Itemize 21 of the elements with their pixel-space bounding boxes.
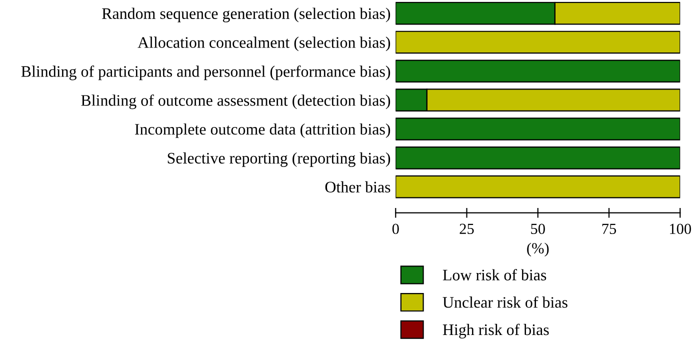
bar: [396, 118, 680, 140]
y-tick-label: Incomplete outcome data (attrition bias): [134, 123, 390, 138]
bar: [396, 146, 680, 170]
x-tick-label: 25: [460, 224, 474, 234]
x-tick-label: 100: [670, 224, 692, 234]
bar: [396, 175, 680, 198]
legend-label: Low risk of bias: [442, 269, 546, 280]
y-tick-label: Blinding of participants and personnel (performance bias): [21, 66, 390, 80]
x-tick-label: 75: [602, 224, 616, 234]
x-tick-label: 50: [531, 224, 545, 234]
x-axis-title: (%): [527, 242, 549, 257]
legend-label: High risk of bias: [442, 324, 549, 338]
y-tick-label: Blinding of outcome assessment (detection bias): [81, 94, 390, 110]
bar: [396, 60, 680, 83]
y-tick-label: Other bias: [325, 181, 390, 193]
y-tick-label: Allocation concealment (selection bias): [138, 36, 390, 52]
x-tick-label: 0: [392, 224, 399, 234]
legend-label: Unclear risk of bias: [442, 296, 568, 308]
bar: [396, 30, 680, 54]
y-tick-label: Selective reporting (reporting bias): [168, 152, 390, 167]
y-tick-label: Random sequence generation (selection bias): [102, 8, 390, 22]
